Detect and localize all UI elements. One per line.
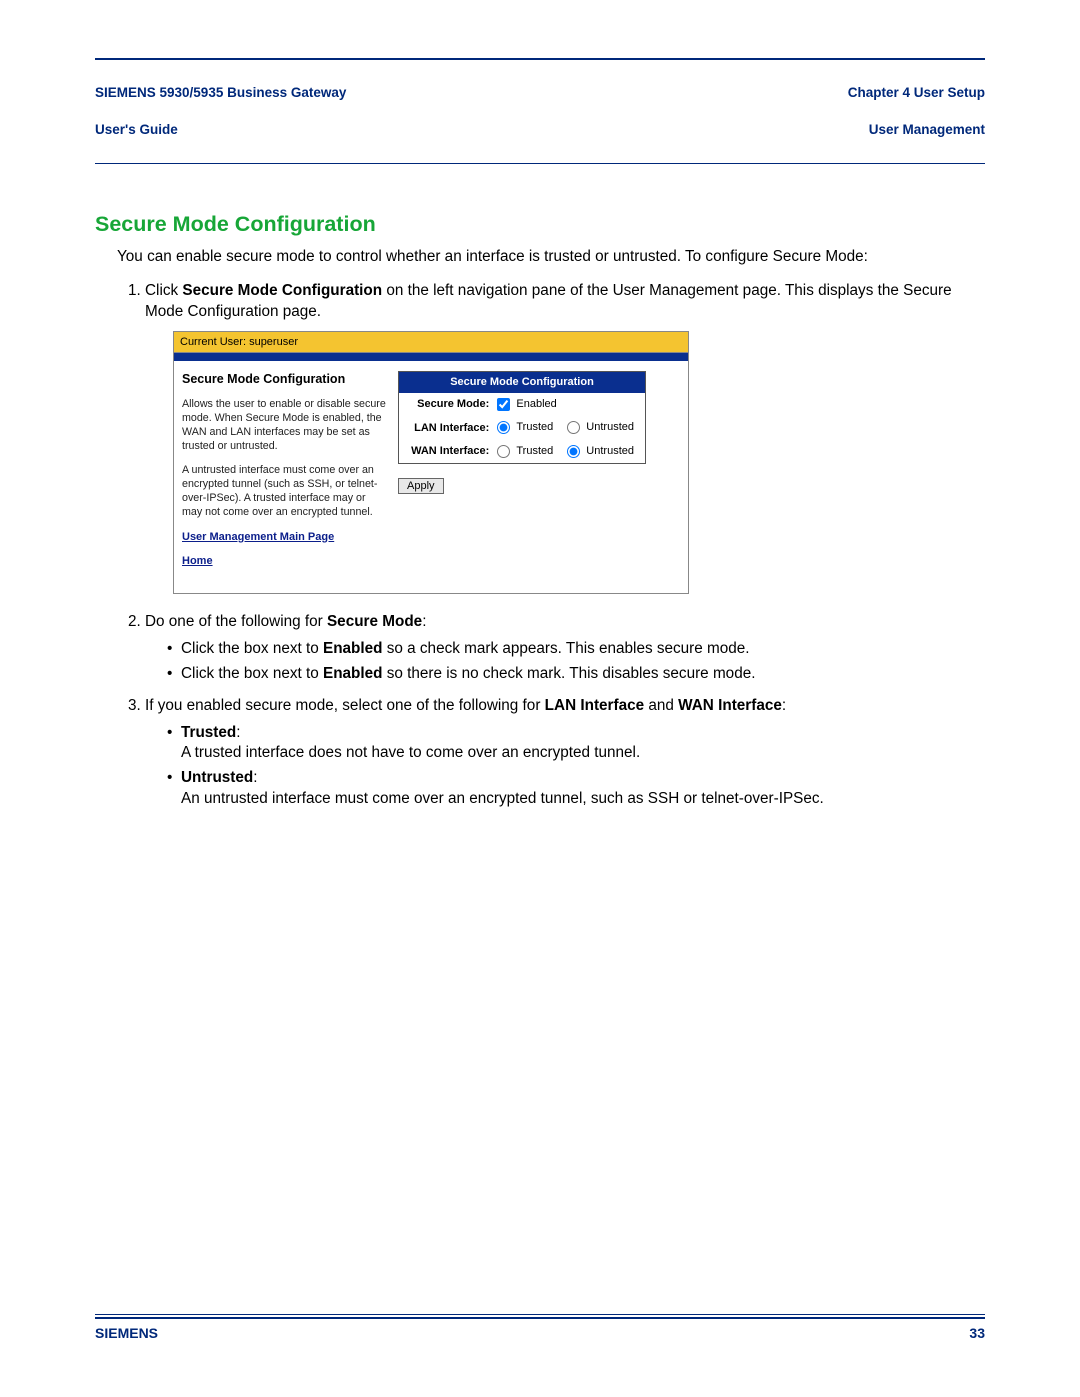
wan-label: WAN Interface: — [399, 440, 493, 463]
blue-bar — [174, 353, 688, 361]
link-home[interactable]: Home — [182, 554, 388, 569]
secure-mode-checkbox[interactable] — [497, 398, 510, 411]
header-right-line2: User Management — [848, 121, 985, 139]
step2-bold: Secure Mode — [327, 613, 422, 630]
header-right-line1: Chapter 4 User Setup — [848, 84, 985, 102]
wan-trusted-radio[interactable] — [497, 445, 510, 458]
row-lan: LAN Interface: Trusted Untrusted — [399, 416, 645, 439]
step1-bold: Secure Mode Configuration — [182, 282, 382, 299]
s3-pre: If you enabled secure mode, select one o… — [145, 697, 545, 714]
s2b1-bold: Enabled — [323, 640, 383, 657]
footer-page-number: 33 — [969, 1325, 985, 1341]
config-box: Secure Mode Configuration Secure Mode: E… — [398, 371, 646, 463]
link-user-management[interactable]: User Management Main Page — [182, 530, 388, 545]
panel-left-p1: Allows the user to enable or disable sec… — [182, 398, 388, 454]
panel-left-title: Secure Mode Configuration — [182, 371, 388, 388]
s3-post: : — [782, 697, 786, 714]
secure-mode-option: Enabled — [516, 398, 556, 410]
s3-bold1: LAN Interface — [545, 697, 644, 714]
row-secure-mode: Secure Mode: Enabled — [399, 393, 645, 416]
row-wan: WAN Interface: Trusted Untrusted — [399, 440, 645, 463]
s3-mid: and — [644, 697, 678, 714]
s2b1-pre: Click the box next to — [181, 640, 323, 657]
step2-pre: Do one of the following for — [145, 613, 327, 630]
step1-pre: Click — [145, 282, 182, 299]
config-box-title: Secure Mode Configuration — [399, 372, 645, 393]
page-footer: SIEMENS 33 — [95, 1314, 985, 1341]
step3-bullet2: Untrusted: An untrusted interface must c… — [167, 768, 985, 809]
s3b2-text: An untrusted interface must come over an… — [181, 790, 824, 807]
lan-untrusted-label: Untrusted — [586, 421, 634, 433]
step-1: Click Secure Mode Configuration on the l… — [145, 281, 985, 594]
s3-bold2: WAN Interface — [678, 697, 782, 714]
wan-untrusted-radio[interactable] — [567, 445, 580, 458]
wan-untrusted-label: Untrusted — [586, 445, 634, 457]
wan-trusted-label: Trusted — [516, 445, 553, 457]
current-user-bar: Current User: superuser — [174, 332, 688, 354]
panel-left-p2: A untrusted interface must come over an … — [182, 464, 388, 520]
s3b1-bold: Trusted — [181, 724, 236, 741]
apply-button[interactable]: Apply — [398, 478, 444, 494]
footer-left: SIEMENS — [95, 1325, 158, 1341]
s2b2-pre: Click the box next to — [181, 665, 323, 682]
header-rule-thin — [95, 163, 985, 164]
step3-bullet1: Trusted: A trusted interface does not ha… — [167, 723, 985, 764]
config-screenshot: Current User: superuser Secure Mode Conf… — [173, 331, 689, 595]
lan-label: LAN Interface: — [399, 416, 493, 439]
page-header: SIEMENS 5930/5935 Business Gateway User'… — [95, 62, 985, 163]
s3b1-colon: : — [236, 724, 240, 741]
header-left-line1: SIEMENS 5930/5935 Business Gateway — [95, 84, 346, 102]
step2-bullet2: Click the box next to Enabled so there i… — [167, 664, 985, 685]
s2b2-post: so there is no check mark. This disables… — [383, 665, 756, 682]
step-2: Do one of the following for Secure Mode:… — [145, 612, 985, 684]
lan-untrusted-radio[interactable] — [567, 421, 580, 434]
s3b2-colon: : — [253, 769, 257, 786]
step2-post: : — [422, 613, 426, 630]
header-rule-top — [95, 58, 985, 60]
step-3: If you enabled secure mode, select one o… — [145, 696, 985, 809]
intro-text: You can enable secure mode to control wh… — [117, 247, 985, 267]
s3b2-bold: Untrusted — [181, 769, 253, 786]
s3b1-text: A trusted interface does not have to com… — [181, 744, 640, 761]
secure-mode-label: Secure Mode: — [399, 393, 493, 416]
s2b2-bold: Enabled — [323, 665, 383, 682]
step2-bullet1: Click the box next to Enabled so a check… — [167, 639, 985, 660]
s2b1-post: so a check mark appears. This enables se… — [383, 640, 750, 657]
lan-trusted-radio[interactable] — [497, 421, 510, 434]
lan-trusted-label: Trusted — [516, 421, 553, 433]
section-title: Secure Mode Configuration — [95, 212, 985, 237]
header-left-line2: User's Guide — [95, 121, 346, 139]
